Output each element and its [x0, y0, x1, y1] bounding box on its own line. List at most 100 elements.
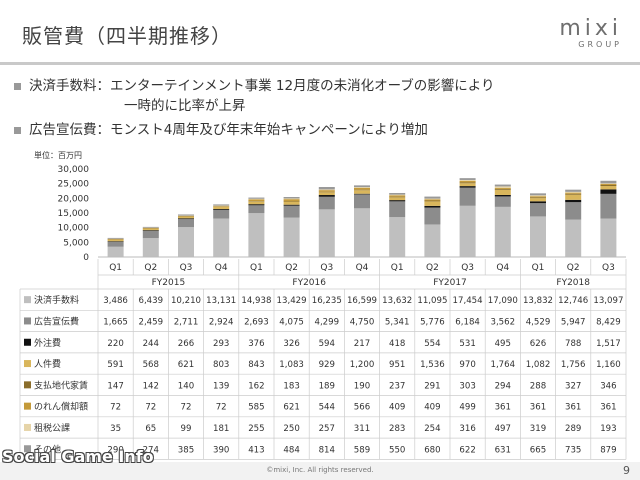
bar-segment: [565, 219, 582, 257]
legend-label: 人件費: [34, 358, 61, 370]
data-label: 970: [459, 360, 475, 370]
bar-segment: [600, 193, 617, 219]
bar-segment: [178, 216, 194, 219]
bar-segment: [424, 200, 441, 202]
data-label: 303: [459, 381, 475, 391]
bar-segment: [248, 199, 265, 202]
data-label: 2,693: [244, 317, 269, 327]
y-tick-label: 5,000: [63, 238, 89, 248]
bar-segment: [494, 194, 511, 197]
bar-segment: [389, 192, 406, 195]
bar-segment: [283, 197, 300, 199]
data-label: 361: [565, 403, 581, 413]
data-label: 3,486: [103, 296, 128, 306]
bar-segment: [142, 226, 159, 228]
legend-label: その他: [34, 443, 61, 455]
legend-swatch: [24, 317, 31, 325]
y-tick-label: 10,000: [58, 224, 90, 234]
bar-segment: [318, 196, 335, 210]
page-number: 9: [623, 464, 630, 477]
bar-segment: [283, 201, 300, 205]
data-label: 531: [459, 339, 475, 349]
footer-bar: [0, 462, 640, 480]
bar-segment: [142, 230, 159, 231]
bar-segment: [389, 195, 406, 197]
x-tick-label: Q2: [567, 263, 580, 273]
bar-segment: [107, 246, 124, 257]
bar-segment: [318, 189, 335, 191]
legend-label: 広告宣伝費: [34, 315, 79, 327]
legend-label: 租税公課: [34, 422, 70, 434]
bar-segment: [354, 187, 370, 189]
bar-segment: [494, 184, 511, 187]
x-tick-label: Q3: [180, 263, 193, 273]
bar-segment: [530, 203, 546, 217]
data-label: 1,160: [596, 360, 621, 370]
sga-stacked-bar-chart: 30,000 25,000 20,000 15,000 10,000 5,000 0 Q1 Q2…: [19, 165, 627, 460]
bar-segment: [600, 180, 617, 184]
bar-segment: [494, 206, 511, 257]
bar-segment: [142, 238, 159, 257]
data-label: 13,097: [593, 296, 623, 306]
data-label: 413: [248, 445, 264, 455]
bar-segment: [248, 198, 265, 200]
data-label: 311: [354, 424, 370, 434]
bar-segment: [459, 186, 476, 188]
legend-swatch: [24, 402, 31, 410]
data-label: 72: [145, 403, 156, 413]
bar-segment: [389, 217, 406, 257]
bar-segment: [494, 188, 511, 190]
fiscal-year-label: FY2017: [433, 278, 467, 288]
bar-segment: [459, 205, 476, 257]
bar-segment: [107, 241, 124, 242]
bar-segment: [354, 208, 370, 257]
data-label: 409: [424, 403, 440, 413]
x-tick-label: Q4: [215, 263, 228, 273]
data-label: 409: [389, 403, 405, 413]
data-label: 72: [110, 403, 121, 413]
data-label: 2,459: [138, 317, 163, 327]
data-label: 1,083: [279, 360, 304, 370]
y-tick-label: 15,000: [58, 209, 90, 219]
fiscal-year-label: FY2018: [556, 278, 590, 288]
data-label: 589: [354, 445, 370, 455]
bar-segment: [283, 198, 300, 200]
data-label: 5,776: [420, 317, 445, 327]
bar-segment: [565, 192, 582, 194]
data-label: 16,599: [347, 296, 377, 306]
bar-segment: [142, 230, 159, 239]
data-label: 99: [181, 424, 192, 434]
data-label: 622: [459, 445, 475, 455]
bar-segment: [389, 200, 406, 202]
data-label: 385: [178, 445, 194, 455]
bar-segment: [248, 213, 265, 257]
x-tick-label: Q1: [109, 263, 122, 273]
data-label: 142: [143, 381, 159, 391]
bar-segment: [318, 195, 335, 197]
legend-swatch: [24, 445, 31, 453]
data-label: 5,947: [561, 317, 586, 327]
bar-segment: [142, 228, 159, 231]
bar-segment: [600, 183, 617, 185]
data-label: 376: [248, 339, 264, 349]
bar-segment: [424, 201, 441, 206]
bar-segment: [600, 183, 617, 184]
bullet-settlement: 決済手数料：エンターテインメント事業 12月度の未消化オーブの影響により: [14, 74, 494, 94]
bullet-text: エンターテインメント事業 12月度の未消化オーブの影響により: [110, 78, 495, 94]
data-label: 283: [389, 424, 405, 434]
data-label: 680: [424, 445, 440, 455]
bar-segment: [494, 186, 511, 188]
data-label: 291: [424, 381, 440, 391]
data-label: 879: [600, 445, 616, 455]
fiscal-year-label: FY2015: [152, 278, 186, 288]
data-label: 140: [178, 381, 194, 391]
data-label: 254: [424, 424, 440, 434]
data-label: 390: [213, 445, 229, 455]
mixi-logo: mixi GROUP: [559, 18, 622, 50]
bar-segment: [565, 189, 582, 192]
data-label: 3,562: [490, 317, 515, 327]
copyright: ©mixi, Inc. All rights reserved.: [266, 466, 374, 474]
bar-segment: [600, 186, 617, 190]
data-label: 4,750: [350, 317, 375, 327]
bar-segment: [178, 218, 194, 220]
